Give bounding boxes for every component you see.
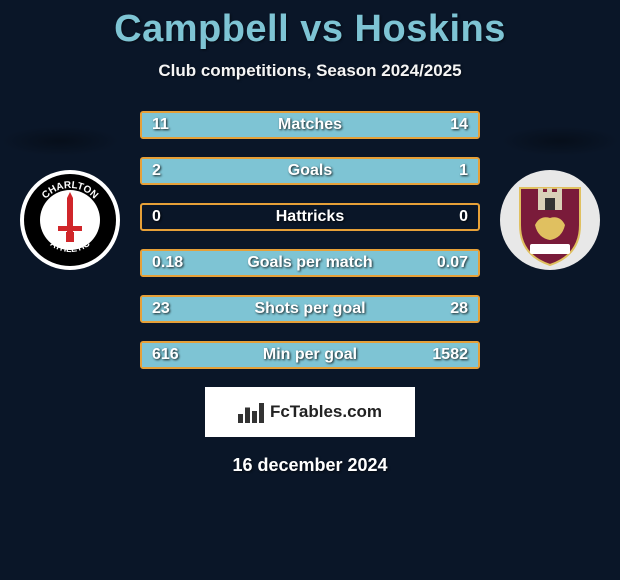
stat-label: Min per goal	[142, 346, 478, 364]
brand-logo[interactable]: FcTables.com	[205, 387, 415, 437]
charlton-badge-icon: CHARLTON ATHLETIC	[20, 170, 120, 270]
stat-label: Hattricks	[142, 208, 478, 226]
comparison-subtitle: Club competitions, Season 2024/2025	[0, 61, 620, 81]
stat-row: 0Hattricks0	[140, 203, 480, 231]
date-line: 16 december 2024	[0, 455, 620, 476]
stat-value-right: 28	[450, 300, 468, 318]
bar-chart-icon	[238, 401, 264, 423]
stat-label: Goals per match	[142, 254, 478, 272]
stat-value-right: 14	[450, 116, 468, 134]
northampton-badge-icon	[500, 170, 600, 270]
stat-value-right: 0.07	[437, 254, 468, 272]
stat-value-right: 0	[459, 208, 468, 226]
stat-bars: 11Matches14 2Goals1 0Hattricks0 0.18Goals p…	[140, 111, 480, 369]
stat-value-right: 1582	[432, 346, 468, 364]
comparison-title: Campbell vs Hoskins	[0, 0, 620, 51]
stat-row: 0.18Goals per match0.07	[140, 249, 480, 277]
stat-label: Goals	[142, 162, 478, 180]
stat-row: 23Shots per goal28	[140, 295, 480, 323]
shadow-right	[500, 126, 620, 156]
stat-label: Shots per goal	[142, 300, 478, 318]
team-badge-right	[500, 170, 600, 270]
stat-value-right: 1	[459, 162, 468, 180]
shadow-left	[0, 126, 120, 156]
brand-text: FcTables.com	[270, 402, 382, 422]
stat-row: 11Matches14	[140, 111, 480, 139]
stat-row: 2Goals1	[140, 157, 480, 185]
team-badge-left: CHARLTON ATHLETIC	[20, 170, 120, 270]
stat-row: 616Min per goal1582	[140, 341, 480, 369]
stat-label: Matches	[142, 116, 478, 134]
